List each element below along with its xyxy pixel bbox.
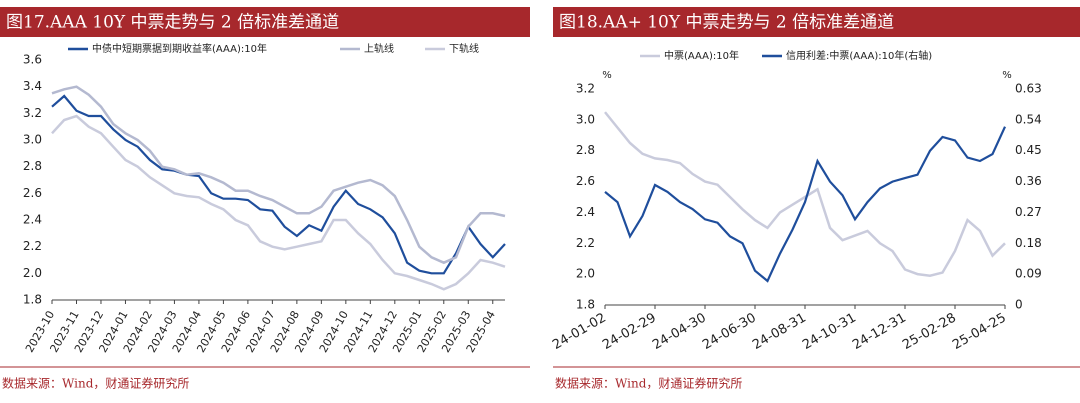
y-tick-label: 1.8	[576, 298, 595, 312]
y-tick-label: 0.63	[1015, 82, 1042, 96]
series-line	[51, 85, 506, 265]
chart-title: 图18.AA+ 10Y 中票走势与 2 倍标准差通道	[559, 13, 894, 33]
y-tick-label: 2.8	[23, 159, 42, 173]
chart-title: 图17.AAA 10Y 中票走势与 2 倍标准差通道	[6, 13, 339, 33]
y-tick-label: 2.6	[23, 186, 42, 200]
x-tick-label: 24-04-30	[650, 311, 709, 353]
x-tick-label: 24-01-02	[550, 311, 609, 353]
x-tick-label: 24-06-30	[700, 311, 759, 353]
y-tick-label: 0.45	[1015, 143, 1042, 157]
y-tick-label: 3.4	[23, 79, 42, 93]
y2-unit: %	[1002, 70, 1012, 81]
y-tick-label: 0.36	[1015, 174, 1042, 188]
title-bar	[0, 7, 530, 37]
x-tick-label: 25-02-28	[900, 311, 959, 353]
y-tick-label: 3.2	[576, 82, 595, 96]
y-unit: %	[602, 70, 612, 81]
series-line	[604, 126, 1007, 283]
y-tick-label: 2.6	[576, 174, 595, 188]
series-line	[604, 111, 1006, 277]
legend-label: 信用利差:中票(AAA):10年(右轴)	[786, 49, 932, 62]
y-tick-label: 2.2	[576, 236, 595, 250]
legend-label: 上轨线	[364, 42, 394, 55]
y-tick-label: 0	[1015, 298, 1023, 312]
y-tick-label: 3.0	[576, 112, 595, 126]
y-tick-label: 1.8	[23, 293, 42, 307]
y-tick-label: 0.27	[1015, 205, 1042, 219]
y-tick-label: 2.4	[576, 205, 595, 219]
y-tick-label: 0.54	[1015, 112, 1042, 126]
y-tick-label: 2.8	[576, 143, 595, 157]
legend-label: 中债中短期票据到期收益率(AAA):10年	[92, 42, 267, 55]
series-line	[51, 114, 506, 291]
y-tick-label: 2.2	[23, 239, 42, 253]
y-tick-label: 2.0	[576, 267, 595, 281]
y-tick-label: 2.4	[23, 213, 42, 227]
y-tick-label: 0.09	[1015, 267, 1042, 281]
source: 数据来源：Wind，财通证券研究所	[555, 376, 742, 391]
y-tick-label: 3.6	[23, 53, 42, 67]
title-bar	[553, 7, 1080, 37]
series-line	[51, 94, 506, 275]
legend-label: 中票(AAA):10年	[664, 49, 739, 62]
y-tick-label: 0.18	[1015, 236, 1042, 250]
y-tick-label: 3.0	[23, 133, 42, 147]
source: 数据来源：Wind，财通证券研究所	[2, 376, 189, 391]
x-tick-label: 25-04-25	[950, 311, 1009, 353]
x-tick-label: 24-10-31	[800, 311, 859, 353]
x-tick-label: 24-02-29	[600, 311, 659, 353]
legend-label: 下轨线	[449, 42, 479, 55]
y-tick-label: 2.0	[23, 266, 42, 280]
x-tick-label: 24-08-31	[750, 311, 809, 353]
y-tick-label: 3.2	[23, 106, 42, 120]
x-tick-label: 24-12-31	[850, 311, 909, 353]
